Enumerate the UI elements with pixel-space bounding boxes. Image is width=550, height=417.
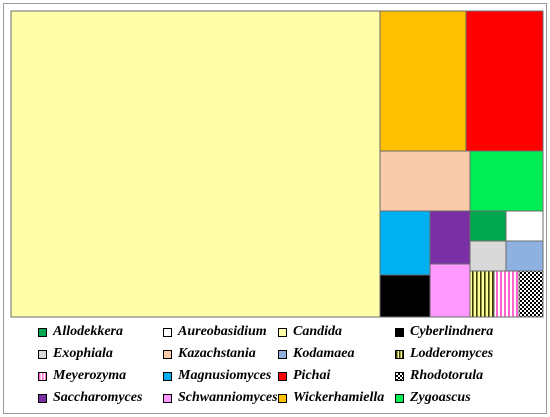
legend-item-rhodotorula: Rhodotorula [395, 366, 483, 386]
treemap-cell-pichai [465, 10, 544, 152]
legend-label: Wickerhamiella [293, 390, 385, 405]
treemap-cell-cyberlindnera [379, 274, 431, 318]
legend-swatch [278, 393, 287, 403]
legend-swatch [38, 327, 47, 337]
legend-swatch [163, 349, 172, 359]
legend-item-kodamaea: Kodamaea [278, 344, 354, 364]
legend-swatch [395, 327, 404, 337]
legend-swatch [395, 393, 404, 403]
legend-label: Saccharomyces [53, 390, 143, 405]
legend-item-exophiala: Exophiala [38, 344, 113, 364]
legend-item-kazachstania: Kazachstania [163, 344, 256, 364]
chart-frame [3, 3, 547, 414]
legend-row: Allodekkera Aureobasidium Candida Cyberl… [38, 322, 538, 342]
legend-item-lodderomyces: Lodderomyces [395, 344, 493, 364]
treemap-cell-schwanniomyces [429, 263, 471, 318]
legend-item-aureobasidium: Aureobasidium [163, 322, 267, 342]
legend-label: Exophiala [53, 346, 113, 361]
legend-label: Kazachstania [178, 346, 256, 361]
legend-label: Magnusiomyces [178, 368, 272, 383]
legend-swatch [163, 393, 172, 403]
legend-label: Allodekkera [53, 324, 123, 339]
legend-label: Lodderomyces [410, 346, 494, 361]
legend-item-zygoascus: Zygoascus [395, 388, 471, 408]
legend-label: Candida [293, 324, 343, 339]
treemap-cells [10, 10, 544, 318]
treemap-cell-rhodotorula [518, 270, 544, 318]
treemap-cell-magnusiomyces [379, 210, 431, 276]
legend-item-magnusiomyces: Magnusiomyces [163, 366, 271, 386]
legend-row: Meyerozyma Magnusiomyces Pichai Rhodotor… [38, 366, 538, 386]
legend-swatch [163, 327, 172, 337]
treemap-cell-aureobasidium [505, 210, 544, 242]
legend-label: Meyerozyma [53, 368, 127, 383]
legend-swatch [38, 371, 47, 381]
legend-swatch [278, 349, 287, 359]
legend-row: Saccharomyces Schwanniomyces Wickerhamie… [38, 388, 538, 408]
legend-swatch [38, 349, 47, 359]
treemap-cell-allodekkera [469, 210, 507, 242]
legend-item-saccharomyces: Saccharomyces [38, 388, 142, 408]
legend-label: Kodamaea [293, 346, 355, 361]
legend-item-schwanniomyces: Schwanniomyces [163, 388, 278, 408]
treemap-cell-kazachstania [379, 150, 471, 212]
treemap-cell-saccharomyces [429, 210, 471, 265]
legend-label: Cyberlindnera [410, 324, 494, 339]
legend-item-meyerozyma: Meyerozyma [38, 366, 126, 386]
legend-label: Pichai [293, 368, 331, 383]
treemap-cell-meyerozyma [493, 270, 520, 318]
treemap-cell-kodamaea [505, 240, 544, 272]
legend-swatch [38, 393, 47, 403]
legend-item-allodekkera: Allodekkera [38, 322, 123, 342]
legend-item-pichai: Pichai [278, 366, 330, 386]
legend-swatch [278, 371, 287, 381]
treemap-cell-lodderomyces [469, 270, 495, 318]
treemap-cell-exophiala [469, 240, 507, 272]
legend-label: Zygoascus [410, 390, 471, 405]
treemap-cell-candida [10, 10, 381, 318]
legend-row: Exophiala Kazachstania Kodamaea Lodderom… [38, 344, 538, 364]
legend-swatch [278, 327, 287, 337]
legend-swatch [395, 349, 404, 359]
legend-label: Rhodotorula [410, 368, 484, 383]
legend-item-cyberlindnera: Cyberlindnera [395, 322, 493, 342]
legend-swatch [395, 371, 404, 381]
legend-label: Aureobasidium [178, 324, 267, 339]
legend-item-candida: Candida [278, 322, 342, 342]
treemap-cell-wickerhamiella [379, 10, 467, 152]
legend-label: Schwanniomyces [178, 390, 278, 405]
treemap-cell-zygoascus [469, 150, 544, 212]
legend-swatch [163, 371, 172, 381]
legend-item-wickerhamiella: Wickerhamiella [278, 388, 384, 408]
